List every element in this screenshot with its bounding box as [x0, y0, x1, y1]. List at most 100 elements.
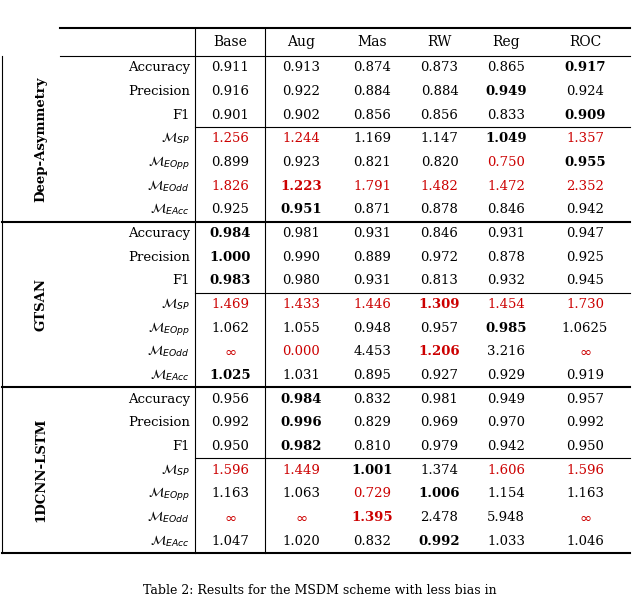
Text: 1.433: 1.433: [282, 298, 320, 311]
Text: 1.000: 1.000: [209, 251, 251, 264]
Text: $\infty$: $\infty$: [224, 510, 236, 524]
Text: 0.949: 0.949: [485, 85, 527, 98]
Text: 1.469: 1.469: [211, 298, 249, 311]
Text: $\mathcal{M}_{SP}$: $\mathcal{M}_{SP}$: [161, 297, 190, 312]
Text: 1.154: 1.154: [487, 487, 525, 501]
Text: 1.244: 1.244: [282, 132, 320, 145]
Text: 0.981: 0.981: [420, 393, 458, 406]
Text: 1.309: 1.309: [419, 298, 460, 311]
Text: 0.911: 0.911: [211, 61, 249, 74]
Text: 0.931: 0.931: [353, 274, 391, 287]
Text: 0.833: 0.833: [487, 109, 525, 122]
Text: 0.979: 0.979: [420, 440, 459, 453]
Text: 0.916: 0.916: [211, 85, 249, 98]
Text: 0.980: 0.980: [282, 274, 320, 287]
Text: 0.750: 0.750: [487, 156, 525, 169]
Text: 0.832: 0.832: [353, 535, 391, 548]
Text: 0.909: 0.909: [564, 109, 605, 122]
Text: 0.942: 0.942: [566, 203, 604, 216]
Text: 0.969: 0.969: [420, 416, 459, 430]
Text: GTSAN: GTSAN: [35, 278, 47, 331]
Text: Mas: Mas: [357, 35, 387, 49]
Text: 1.472: 1.472: [487, 180, 525, 193]
Text: 0.927: 0.927: [420, 369, 458, 382]
Text: 0.829: 0.829: [353, 416, 391, 430]
Text: 0.957: 0.957: [420, 322, 458, 335]
Text: 0.931: 0.931: [487, 227, 525, 240]
Text: 0.951: 0.951: [280, 203, 322, 216]
Text: $\mathcal{M}_{EAcc}$: $\mathcal{M}_{EAcc}$: [150, 368, 190, 383]
Text: 1.395: 1.395: [351, 511, 393, 524]
Text: 1.596: 1.596: [211, 464, 249, 477]
Text: 0.985: 0.985: [485, 322, 527, 335]
Text: 0.956: 0.956: [211, 393, 249, 406]
Text: 0.878: 0.878: [487, 251, 525, 264]
Text: 1DCNN-LSTM: 1DCNN-LSTM: [35, 418, 47, 523]
Text: 0.947: 0.947: [566, 227, 604, 240]
Text: Accuracy: Accuracy: [128, 393, 190, 406]
Text: Deep-Asymmetry: Deep-Asymmetry: [35, 76, 47, 201]
Text: 0.945: 0.945: [566, 274, 604, 287]
Text: 0.874: 0.874: [353, 61, 391, 74]
Text: 1.063: 1.063: [282, 487, 320, 501]
Text: $\mathcal{M}_{EOdd}$: $\mathcal{M}_{EOdd}$: [147, 179, 190, 194]
Text: 1.223: 1.223: [280, 180, 322, 193]
Text: 1.791: 1.791: [353, 180, 391, 193]
Text: 0.948: 0.948: [353, 322, 391, 335]
Text: 0.856: 0.856: [353, 109, 391, 122]
Text: 0.919: 0.919: [566, 369, 604, 382]
Text: Base: Base: [213, 35, 247, 49]
Text: 0.899: 0.899: [211, 156, 249, 169]
Text: 0.949: 0.949: [487, 393, 525, 406]
Text: 1.163: 1.163: [211, 487, 249, 501]
Text: 1.826: 1.826: [211, 180, 249, 193]
Text: 1.730: 1.730: [566, 298, 604, 311]
Text: $\mathcal{M}_{EAcc}$: $\mathcal{M}_{EAcc}$: [150, 203, 190, 217]
Text: 0.865: 0.865: [487, 61, 525, 74]
Text: 4.453: 4.453: [353, 345, 391, 359]
Text: 1.147: 1.147: [420, 132, 458, 145]
Text: RW: RW: [428, 35, 452, 49]
Text: 0.871: 0.871: [353, 203, 391, 216]
Text: 1.047: 1.047: [211, 535, 249, 548]
Text: 0.902: 0.902: [282, 109, 320, 122]
Text: 0.983: 0.983: [209, 274, 251, 287]
Text: 1.031: 1.031: [282, 369, 320, 382]
Text: 1.055: 1.055: [282, 322, 320, 335]
Text: 0.984: 0.984: [280, 393, 322, 406]
Text: 1.606: 1.606: [487, 464, 525, 477]
Text: 0.821: 0.821: [353, 156, 391, 169]
Text: 0.000: 0.000: [282, 345, 320, 359]
Text: 1.020: 1.020: [282, 535, 320, 548]
Text: $\mathcal{M}_{EOdd}$: $\mathcal{M}_{EOdd}$: [147, 345, 190, 359]
Text: 1.006: 1.006: [419, 487, 460, 501]
Text: 0.856: 0.856: [420, 109, 458, 122]
Text: $\mathcal{M}_{EOpp}$: $\mathcal{M}_{EOpp}$: [148, 319, 190, 337]
Text: 0.873: 0.873: [420, 61, 458, 74]
Text: 0.990: 0.990: [282, 251, 320, 264]
Text: 0.992: 0.992: [211, 416, 249, 430]
Text: 0.984: 0.984: [209, 227, 251, 240]
Text: Aug: Aug: [287, 35, 315, 49]
Text: 0.955: 0.955: [564, 156, 606, 169]
Text: 0.957: 0.957: [566, 393, 604, 406]
Text: Precision: Precision: [128, 416, 190, 430]
Text: 0.922: 0.922: [282, 85, 320, 98]
Text: $\infty$: $\infty$: [579, 345, 591, 359]
Text: 1.169: 1.169: [353, 132, 391, 145]
Text: Table 2: Results for the MSDM scheme with less bias in: Table 2: Results for the MSDM scheme wit…: [143, 583, 497, 597]
Text: $\infty$: $\infty$: [224, 345, 236, 359]
Text: 1.357: 1.357: [566, 132, 604, 145]
Text: 0.972: 0.972: [420, 251, 458, 264]
Text: 0.981: 0.981: [282, 227, 320, 240]
Text: 0.878: 0.878: [420, 203, 458, 216]
Text: 2.478: 2.478: [420, 511, 458, 524]
Text: 0.924: 0.924: [566, 85, 604, 98]
Text: Accuracy: Accuracy: [128, 61, 190, 74]
Text: 0.895: 0.895: [353, 369, 391, 382]
Text: 0.729: 0.729: [353, 487, 391, 501]
Text: $\mathcal{M}_{EAcc}$: $\mathcal{M}_{EAcc}$: [150, 534, 190, 549]
Text: 1.449: 1.449: [282, 464, 320, 477]
Text: 0.832: 0.832: [353, 393, 391, 406]
Text: 1.062: 1.062: [211, 322, 249, 335]
